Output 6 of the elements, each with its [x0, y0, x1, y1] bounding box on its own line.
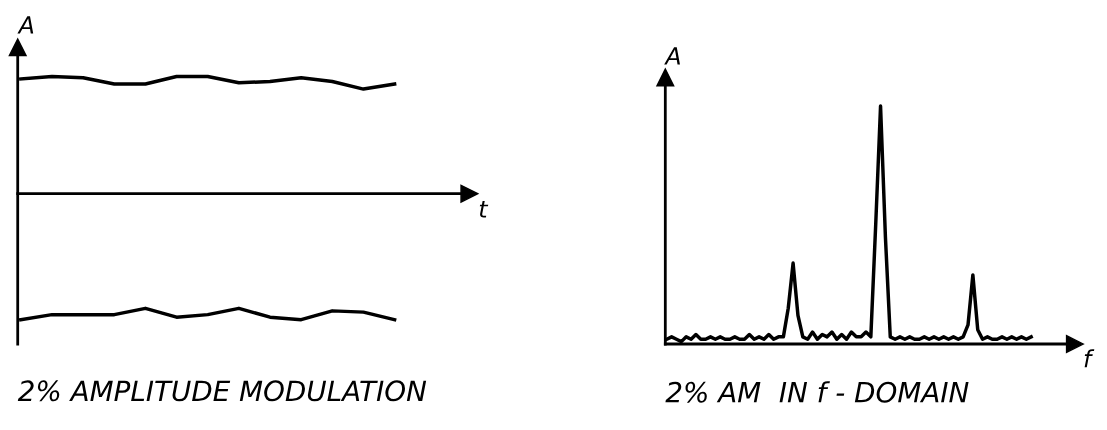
x-axis-title: t: [479, 200, 489, 218]
x-axis-title: f: [1084, 349, 1095, 368]
y-axis-title: A: [17, 16, 34, 34]
text: 2% AMPLITUDE MODULATION: [17, 380, 427, 402]
text: 2% AM IN f - DOMAIN: [665, 381, 969, 403]
y-axis-title: A: [664, 47, 680, 65]
